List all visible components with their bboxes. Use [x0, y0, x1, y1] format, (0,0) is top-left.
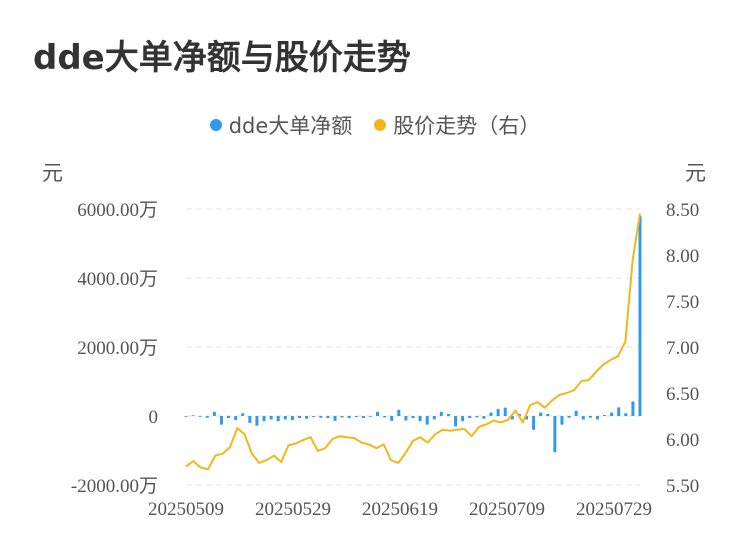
x-tick-label: 20250509 [148, 499, 224, 520]
dde-bar [234, 416, 238, 421]
dde-bar [319, 416, 323, 418]
dde-bar [376, 411, 380, 416]
dde-bar [638, 215, 642, 416]
dde-bar [631, 401, 635, 416]
legend-label-dde: dde大单净额 [228, 114, 353, 138]
dde-bar [496, 409, 500, 416]
dde-bar [397, 409, 401, 416]
dde-bar [333, 416, 337, 421]
dde-bar [425, 416, 429, 425]
dde-bar [595, 416, 599, 420]
legend-label-price: 股价走势（右） [393, 114, 541, 138]
dde-bar [383, 416, 387, 418]
dde-bar [503, 407, 507, 416]
dde-bar [581, 416, 585, 420]
dde-bar [510, 416, 514, 420]
dde-bar [532, 416, 536, 430]
y-right-tick-label: 7.00 [666, 338, 699, 359]
y-right-tick-label: 6.00 [666, 430, 699, 451]
y-left-tick-label: 4000.00万 [77, 269, 158, 290]
dde-bar [539, 412, 543, 416]
y-right-tick-label: 6.50 [666, 384, 699, 405]
dde-bar [305, 416, 309, 419]
dde-bar [340, 416, 344, 418]
y-left-tick-label: 2000.00万 [77, 338, 158, 359]
dde-bar [574, 410, 578, 416]
legend: dde大单净额 股价走势（右） [0, 110, 750, 140]
dde-bar [283, 416, 287, 420]
left-axis-unit: 元 [42, 161, 63, 185]
dde-bar [198, 416, 202, 417]
y-right-tick-label: 7.50 [666, 292, 699, 313]
dde-bar [219, 416, 223, 425]
dde-bar [298, 416, 301, 419]
x-tick-label: 20250729 [576, 499, 652, 520]
price-line [185, 213, 641, 471]
x-tick-label: 20250619 [362, 499, 438, 520]
dde-bar [624, 413, 628, 416]
dde-bar [241, 413, 245, 416]
dde-bar [617, 407, 621, 416]
dde-bar [560, 416, 564, 425]
chart-title: dde大单净额与股价走势 [33, 38, 411, 78]
y-left-tick-label: 6000.00万 [77, 200, 158, 221]
dde-bar [475, 416, 479, 418]
dde-bar [312, 416, 316, 418]
dde-bar [546, 413, 550, 416]
y-left-tick-label: -2000.00万 [71, 476, 158, 497]
dde-bar [361, 416, 365, 419]
y-right-tick-label: 8.50 [666, 200, 699, 221]
dde-bar [588, 416, 592, 418]
dde-bar [255, 416, 259, 426]
legend-item-price[interactable]: 股价走势（右） [374, 110, 540, 140]
legend-item-dde[interactable]: dde大单净额 [209, 110, 353, 140]
dde-bar [446, 413, 450, 416]
dde-bar [461, 416, 465, 422]
dde-bar [276, 416, 280, 422]
y-left-tick-label: 0 [149, 407, 159, 428]
dde-bar [205, 416, 209, 418]
dde-bar [262, 416, 266, 422]
dde-bar [432, 416, 436, 420]
dde-bar [227, 416, 231, 419]
dde-bar [525, 416, 528, 420]
dde-bar [326, 416, 330, 419]
dde-bar [439, 411, 443, 416]
dde-bar [567, 416, 571, 418]
dde-bar [290, 416, 294, 421]
dde-bar [482, 416, 486, 419]
dde-bar [553, 416, 557, 453]
x-tick-label: 20250709 [469, 499, 545, 520]
dde-bar [411, 416, 415, 419]
dde-bar [610, 412, 614, 416]
dde-bar [489, 412, 493, 416]
dde-bar [191, 415, 195, 417]
dde-bar [184, 416, 188, 417]
x-tick-label: 20250529 [255, 499, 331, 520]
dde-bar [468, 416, 472, 419]
dde-bar [368, 416, 372, 417]
dde-bar [454, 416, 458, 427]
dde-bar [603, 414, 607, 416]
dde-bar [418, 416, 422, 422]
legend-marker-dde [209, 119, 222, 131]
dde-bar [212, 411, 216, 416]
dde-bar [354, 416, 358, 418]
y-right-tick-label: 5.50 [666, 476, 699, 497]
dde-bar [269, 416, 273, 420]
dde-bar [347, 416, 351, 419]
legend-marker-price [374, 119, 387, 131]
dde-bar [404, 416, 408, 421]
dde-bar [248, 416, 252, 423]
right-axis-unit: 元 [685, 161, 706, 185]
dde-bar [390, 416, 394, 421]
y-right-tick-label: 8.00 [666, 246, 699, 267]
